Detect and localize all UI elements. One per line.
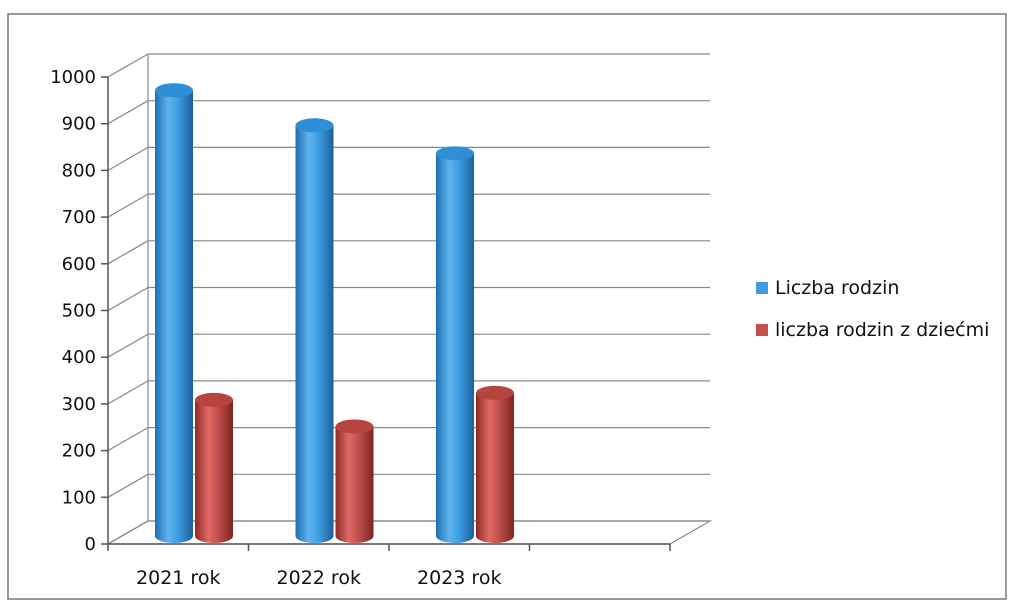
- bar-cylinder-body: [436, 153, 474, 543]
- gridline-side: [107, 193, 149, 218]
- legend-swatch: [756, 324, 768, 336]
- x-category-label: 2021 rok: [136, 567, 220, 589]
- legend-label: Liczba rodzin: [775, 277, 899, 299]
- bar-cylinder-body: [295, 125, 334, 544]
- bar-cylinder-top: [155, 83, 193, 98]
- bar-cylinder-top: [436, 146, 474, 161]
- y-tick-label: 200: [62, 441, 96, 462]
- y-tick-label: 0: [85, 534, 96, 555]
- bars-layer: [155, 83, 514, 544]
- bar-cylinder-body: [155, 90, 193, 544]
- bar-cylinder-top: [476, 385, 514, 400]
- gridline-side: [107, 146, 149, 171]
- legend-swatch: [756, 282, 768, 294]
- x-category-label: 2023 rok: [417, 567, 501, 589]
- gridline-side: [107, 333, 149, 358]
- bar-liczba-rodzin: [155, 83, 193, 544]
- gridline-side: [107, 427, 149, 452]
- y-tick-label: 300: [62, 394, 96, 415]
- y-tick-label: 400: [62, 347, 96, 368]
- y-tick-label: 1000: [50, 67, 96, 88]
- gridline-side: [107, 53, 149, 78]
- bar-cylinder-top: [195, 392, 233, 407]
- bar-liczba-rodzin-z-dziecmi: [476, 385, 514, 543]
- bar-liczba-rodzin: [295, 118, 334, 544]
- y-tick-label: 500: [62, 301, 96, 322]
- y-tick-label: 100: [62, 487, 96, 508]
- gridline-side: [107, 240, 149, 265]
- gridline-side: [107, 473, 149, 498]
- x-category-label: 2022 rok: [277, 567, 361, 589]
- gridline-side: [107, 380, 149, 405]
- bar-cylinder-body: [335, 426, 374, 544]
- bar-cylinder-top: [295, 118, 334, 133]
- y-tick-label: 600: [62, 254, 96, 275]
- bar-cylinder-body: [195, 399, 233, 543]
- bar-cylinder-body: [476, 392, 514, 543]
- y-tick-label: 700: [62, 207, 96, 228]
- bar-liczba-rodzin-z-dziecmi: [335, 419, 374, 544]
- axis-layer: 0 100 200 300 400 500 600 700 800 900 1000 2021 rok…: [50, 67, 671, 589]
- y-tick-label: 800: [62, 160, 96, 181]
- gridline-side: [107, 286, 149, 312]
- bar-liczba-rodzin: [436, 146, 474, 543]
- legend-label: liczba rodzin z dziećmi: [775, 319, 989, 341]
- y-tick-label: 900: [62, 114, 96, 135]
- bar-liczba-rodzin-z-dziecmi: [195, 392, 233, 543]
- bar-cylinder-top: [335, 419, 374, 434]
- legend: Liczba rodzin liczba rodzin z dziećmi: [756, 277, 989, 341]
- gridline-side: [107, 100, 149, 125]
- chart-border: [7, 13, 1007, 600]
